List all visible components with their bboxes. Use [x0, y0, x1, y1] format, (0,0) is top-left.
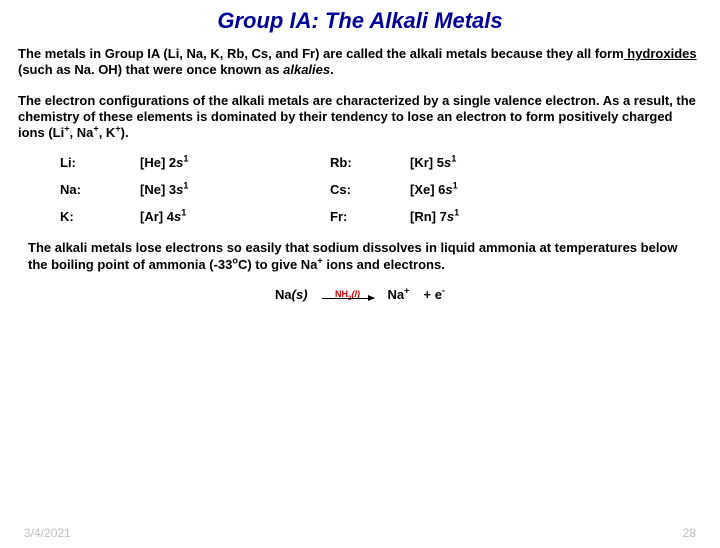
p3-post: ions and electrons.: [323, 257, 445, 272]
arrow-line: [322, 298, 374, 299]
config-value: [Ne] 3s1: [140, 182, 320, 197]
p1-italic: alkalies: [283, 62, 330, 77]
p3-mid: C) to give Na: [238, 257, 317, 272]
reaction-lhs-state: (s): [292, 287, 308, 302]
config-element: Rb:: [330, 155, 400, 170]
slide-title: Group IA: The Alkali Metals: [0, 8, 720, 34]
reaction-lhs: Na(s): [275, 287, 308, 302]
rhs1-sup: +: [404, 285, 409, 295]
config-value: [Kr] 5s1: [410, 155, 530, 170]
config-element: Na:: [60, 182, 130, 197]
p2-mid1: , Na: [70, 125, 94, 140]
reaction-arrow: NH3(l): [322, 290, 374, 299]
config-element: Fr:: [330, 209, 400, 224]
config-element: Cs:: [330, 182, 400, 197]
p1-post: .: [330, 62, 334, 77]
reaction-rhs2: + e-: [423, 287, 444, 302]
reaction-equation: Na(s) NH3(l) Na+ + e-: [0, 287, 720, 302]
p2-mid2: , K: [99, 125, 116, 140]
paragraph-1: The metals in Group IA (Li, Na, K, Rb, C…: [18, 46, 702, 79]
reaction-lhs-el: Na: [275, 287, 292, 302]
rhs2-sup: -: [442, 285, 445, 295]
paragraph-3: The alkali metals lose electrons so easi…: [28, 240, 692, 273]
p1-pre: The metals in Group IA (Li, Na, K, Rb, C…: [18, 46, 624, 61]
rhs1-el: Na: [388, 287, 405, 302]
config-value: [Xe] 6s1: [410, 182, 530, 197]
config-value: [He] 2s1: [140, 155, 320, 170]
config-value: [Ar] 4s1: [140, 209, 320, 224]
paragraph-2: The electron configurations of the alkal…: [18, 93, 702, 142]
footer-page-number: 28: [683, 526, 696, 540]
p2-post: ).: [121, 125, 129, 140]
electron-config-table: Li: [He] 2s1 Rb: [Kr] 5s1 Na: [Ne] 3s1 Cs: [Xe]…: [60, 155, 720, 224]
p1-underlined: hydroxides: [624, 46, 697, 61]
p1-mid: (such as Na. OH) that were once known as: [18, 62, 283, 77]
footer-date: 3/4/2021: [24, 526, 71, 540]
reaction-rhs1: Na+: [388, 287, 410, 302]
rhs2-pre: + e: [423, 287, 441, 302]
config-element: Li:: [60, 155, 130, 170]
config-element: K:: [60, 209, 130, 224]
config-value: [Rn] 7s1: [410, 209, 530, 224]
